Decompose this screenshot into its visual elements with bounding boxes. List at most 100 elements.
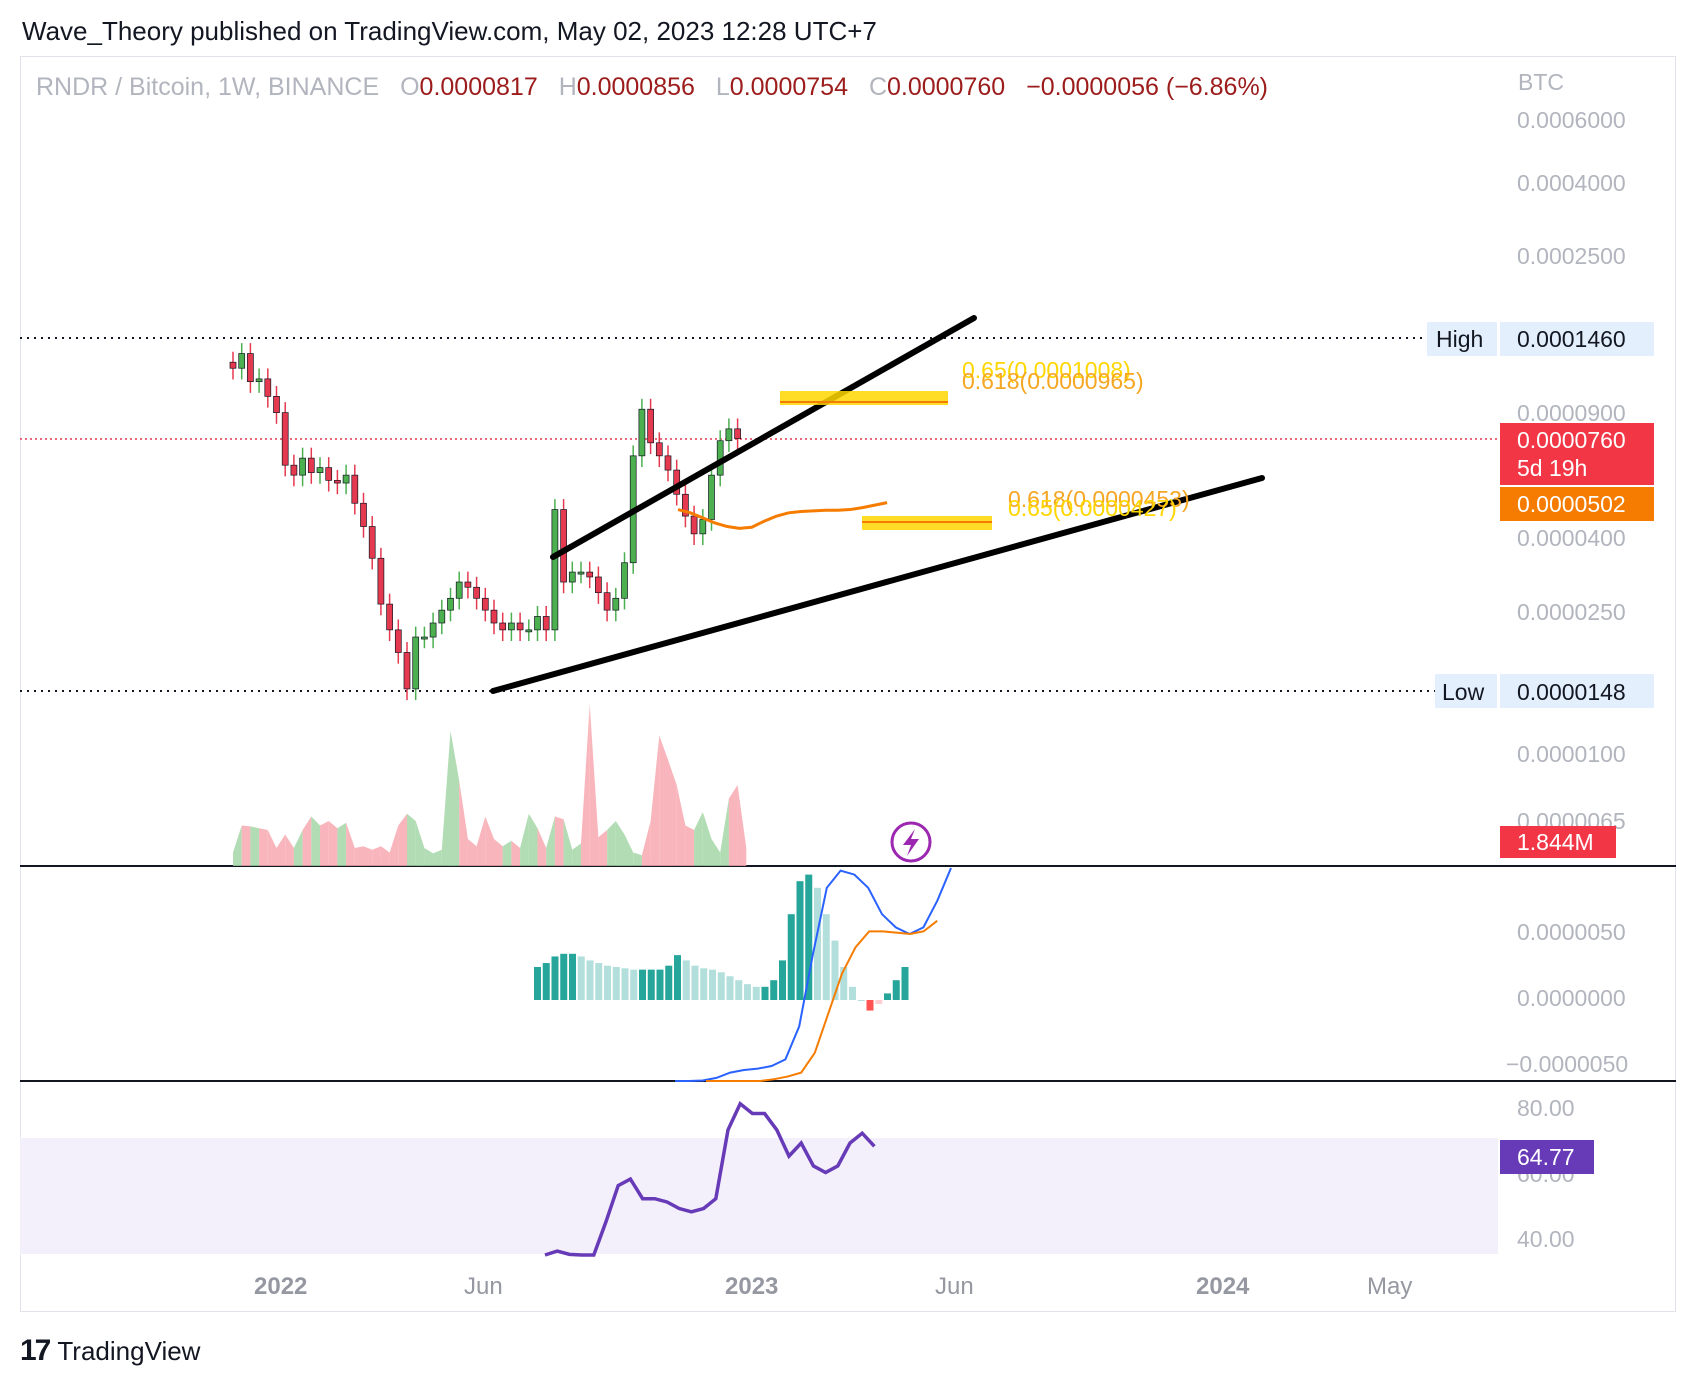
volume-segment: [233, 825, 242, 866]
macd-signal-line: [706, 920, 938, 1082]
macd-bar: [542, 963, 550, 1000]
macd-bar: [744, 984, 751, 1000]
candle: [421, 626, 428, 649]
volume-segment: [276, 834, 286, 866]
macd-tick: 0.0000050: [1517, 919, 1626, 945]
candle: [438, 599, 446, 635]
volume-segment: [702, 812, 712, 866]
candle: [542, 606, 550, 642]
volume-segment: [520, 813, 529, 866]
volume-segment: [711, 839, 721, 866]
candle: [264, 368, 272, 408]
candle: [290, 454, 298, 487]
macd-bar: [875, 1000, 883, 1004]
upper-trendline[interactable]: [550, 315, 977, 560]
time-label: 2022: [254, 1273, 307, 1300]
candle: [699, 509, 707, 546]
macd-bar: [787, 914, 795, 1000]
candle: [725, 418, 733, 452]
last-price: 0.0000760: [1517, 427, 1626, 453]
high-value-badge: [1500, 322, 1654, 356]
macd-bar: [770, 980, 778, 1000]
volume-segment: [380, 846, 390, 866]
candle: [464, 571, 472, 599]
tradingview-logo-icon[interactable]: 17: [20, 1334, 51, 1367]
lightning-icon[interactable]: [890, 821, 932, 863]
candle: [429, 612, 437, 649]
axis-unit: BTC: [1518, 69, 1564, 95]
macd-bar: [647, 969, 655, 1000]
macd-bar: [691, 965, 699, 1000]
candle: [247, 343, 254, 393]
volume-segment: [728, 785, 738, 866]
high-value: 0.0001460: [1517, 326, 1626, 352]
lower-trendline[interactable]: [490, 475, 1265, 694]
rsi-band: [20, 1138, 1498, 1254]
macd-bar: [840, 967, 848, 1000]
macd-bar: [735, 980, 743, 1000]
low-value: 0.0000148: [1517, 679, 1626, 705]
candle: [690, 505, 698, 546]
macd-bar: [700, 968, 708, 1000]
candle: [360, 492, 367, 538]
volume-segment: [668, 759, 677, 866]
publish-header: Wave_Theory published on TradingView.com…: [22, 16, 877, 46]
volume-segment: [615, 821, 625, 866]
candle: [403, 642, 411, 701]
candle: [273, 385, 280, 424]
candle: [342, 464, 350, 495]
volume-segment: [485, 816, 494, 866]
candle: [281, 402, 289, 477]
volume-segment: [241, 825, 251, 866]
volume-segment: [537, 828, 547, 866]
macd-line: [675, 867, 952, 1082]
price-tick: 0.0000400: [1517, 525, 1626, 551]
legend-high-value: 0.0000856: [577, 73, 695, 101]
macd-bar: [534, 967, 541, 1000]
candle: [612, 587, 620, 622]
volume-segment: [659, 735, 668, 866]
volume-segment: [502, 840, 512, 866]
macd-bar: [752, 986, 760, 1000]
volume-segment: [441, 731, 451, 866]
volume-segment: [250, 826, 260, 866]
candle: [229, 351, 237, 380]
last-price-badge: [1500, 423, 1654, 485]
rsi-value: 64.77: [1517, 1144, 1575, 1170]
macd-bar: [577, 956, 585, 1000]
volume-area: [233, 704, 747, 866]
rsi-line: [544, 1100, 876, 1257]
macd-bar: [709, 969, 716, 1000]
macd-bar: [901, 967, 909, 1000]
candle: [394, 619, 402, 664]
rsi-tick: 80.00: [1517, 1095, 1575, 1121]
legend-close-label: C: [869, 73, 887, 101]
volume-segment: [467, 839, 477, 866]
macd-bar: [586, 960, 594, 1000]
fib-label-bottom-a: 0.618(0.0000453): [1008, 486, 1190, 512]
macd-bar: [551, 956, 559, 1000]
volume-segment: [494, 839, 503, 866]
macd-tick: 0.0000000: [1517, 985, 1626, 1011]
legend-symbol: RNDR / Bitcoin, 1W, BINANCE: [36, 73, 379, 101]
low-label-badge: [1435, 674, 1497, 708]
volume-segment: [433, 849, 442, 866]
legend-open-value: 0.0000817: [420, 73, 538, 101]
candle: [664, 445, 672, 482]
candles: [229, 343, 741, 701]
candle: [455, 571, 463, 610]
macd-bar: [630, 969, 638, 1000]
macd-bar: [674, 955, 681, 1000]
macd-bar: [726, 976, 734, 1000]
rsi-value-badge: [1500, 1140, 1594, 1174]
ma-value-badge: [1500, 487, 1654, 521]
macd-bar: [814, 887, 821, 1000]
time-label: 2024: [1196, 1273, 1250, 1300]
candle: [473, 576, 480, 610]
volume-segment: [389, 825, 399, 866]
candle: [568, 561, 576, 594]
time-label: 2023: [725, 1273, 778, 1300]
candle: [499, 612, 507, 642]
volume-segment: [285, 834, 294, 866]
